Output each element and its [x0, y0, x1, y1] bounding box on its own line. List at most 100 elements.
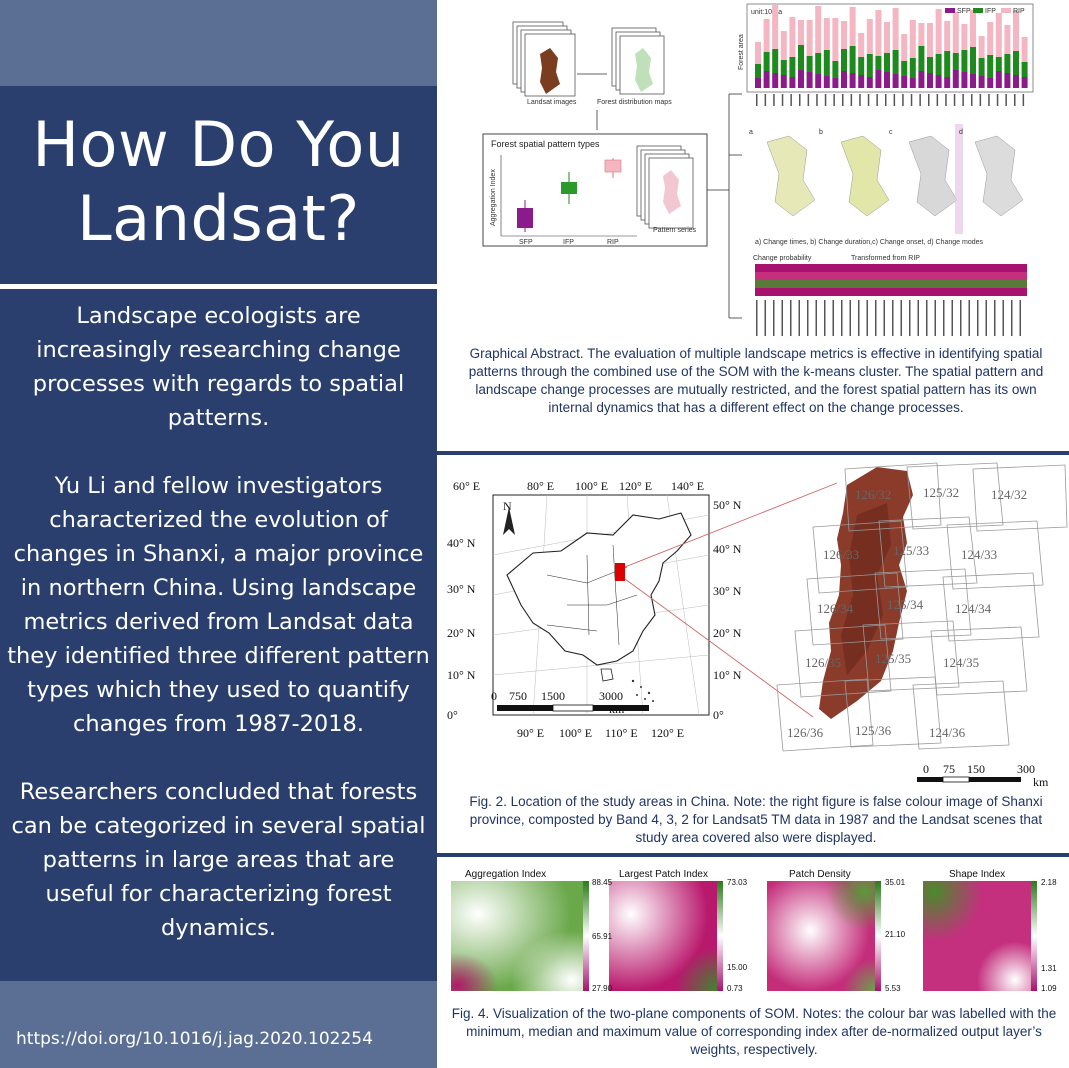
bar-rip: [772, 5, 779, 49]
bar-ifp: [875, 56, 882, 70]
bar-rip: [978, 36, 985, 58]
year-tick: [799, 94, 801, 106]
scene-label: 126/34: [817, 601, 854, 616]
legend-swatch-rip: [1001, 8, 1011, 13]
map-panel-caption: a) Change times, b) Change duration,c) C…: [755, 239, 984, 246]
bar-rip: [823, 18, 830, 50]
bar-rip: [858, 33, 865, 57]
bar-sfp: [755, 78, 761, 88]
cb-lpi-mid: 15.00: [727, 963, 748, 972]
bar-sfp: [884, 72, 890, 88]
bar-rip: [806, 20, 813, 56]
scene-label: 124/35: [943, 655, 979, 670]
hainan-island: [600, 668, 614, 682]
bar-ifp: [780, 60, 787, 75]
year-tick: [994, 300, 996, 336]
bar-sfp: [927, 73, 933, 88]
lon-bottom-label: 100° E: [559, 726, 592, 740]
doi-block: https://doi.org/10.1016/j.jag.2020.10225…: [0, 981, 437, 1068]
year-tick-labels: [756, 94, 1025, 106]
shanxi-texture: [841, 503, 891, 675]
year-tick: [833, 94, 835, 106]
scene-grid: [776, 462, 1068, 752]
strip-row: [755, 288, 1027, 296]
bar-sfp: [987, 78, 994, 88]
scale-right-unit: km: [1033, 775, 1049, 789]
bar-sfp: [772, 73, 779, 88]
bar-sfp: [866, 77, 873, 88]
scene-label: 124/33: [961, 547, 997, 562]
bar-ifp: [995, 57, 1002, 71]
bar-ifp: [1021, 62, 1028, 77]
bar-sfp: [849, 73, 856, 88]
fig2-caption-wrap: Fig. 2. Location of the study areas in C…: [460, 793, 1052, 847]
bar-sfp: [832, 78, 839, 88]
lon-top-label: 120° E: [619, 479, 652, 493]
bar-sfp: [944, 77, 951, 88]
bar-sfp: [1021, 77, 1028, 88]
year-tick: [919, 94, 921, 106]
bar-ifp: [858, 57, 865, 75]
bar-sfp: [875, 70, 882, 88]
bar-sfp: [961, 72, 968, 88]
map-label-d: d: [959, 129, 963, 136]
year-tick: [943, 300, 945, 336]
bar-ifp: [978, 58, 985, 76]
scene-label: 124/34: [955, 601, 992, 616]
lat-left-label: 30° N: [447, 582, 476, 596]
scene-label: 125/35: [875, 651, 911, 666]
cb-lpi-min: 0.73: [727, 984, 743, 993]
header-band: [0, 0, 437, 86]
year-tick: [917, 300, 919, 336]
bar-sfp: [970, 74, 976, 88]
cb-pd-min: 5.53: [885, 984, 901, 993]
bar-rip: [1004, 25, 1011, 54]
bar-rip: [866, 19, 873, 54]
year-tick: [1019, 300, 1021, 336]
lat-left-labels: 40° N 30° N 20° N 10° N 0°: [447, 536, 476, 722]
scale-left-1500: 1500: [541, 689, 565, 703]
scale-right-0: 0: [923, 762, 929, 776]
chart-legend: SFP IFP RIP: [945, 8, 1025, 15]
year-tick: [945, 94, 947, 106]
year-tick: [798, 300, 800, 336]
bar-ifp: [832, 61, 839, 78]
year-tick: [773, 300, 775, 336]
year-tick: [883, 300, 885, 336]
doi-link[interactable]: https://doi.org/10.1016/j.jag.2020.10225…: [16, 1029, 373, 1049]
paragraph-intro: Landscape ecologists are increasingly re…: [32, 303, 405, 431]
scene-label: 126/35: [805, 655, 841, 670]
bar-ifp: [841, 49, 847, 71]
som-title-shape-index: Shape Index: [949, 869, 1005, 880]
year-tick: [977, 300, 979, 336]
scale-left-3000: 3000: [599, 689, 623, 703]
year-tick: [902, 94, 904, 106]
forest-area-label: Forest area: [738, 34, 745, 70]
bar-ifp: [970, 47, 976, 74]
scene-label: 126/32: [855, 487, 891, 502]
year-tick: [968, 300, 970, 336]
graphical-abstract-caption: Graphical Abstract. The evaluation of mu…: [468, 346, 1044, 415]
scene-label: 125/34: [887, 597, 924, 612]
lat-right-label: 10° N: [713, 668, 742, 682]
bar-sfp: [806, 72, 813, 88]
legend-swatch-ifp: [973, 8, 983, 13]
bar-sfp: [918, 71, 925, 88]
boxplot-sfp: [517, 200, 533, 232]
lon-bottom-label: 110° E: [605, 726, 638, 740]
lat-right-label: 20° N: [713, 626, 742, 640]
year-tick: [849, 300, 851, 336]
boxplot-rip: [604, 158, 622, 178]
title-block: How Do You Landsat?: [0, 86, 437, 284]
year-tick: [781, 94, 784, 106]
year-tick: [824, 300, 826, 336]
fig2-caption: Fig. 2. Location of the study areas in C…: [469, 794, 1043, 845]
bar-ifp: [763, 52, 770, 71]
bar-ifp: [987, 55, 994, 78]
paragraph-conclusion: Researchers concluded that forests can b…: [11, 779, 426, 941]
scale-left-unit: km: [609, 702, 625, 716]
north-arrow: [503, 507, 515, 535]
bar-ifp: [1004, 54, 1011, 73]
map-label-a: a: [749, 129, 753, 136]
bar-sfp: [978, 76, 985, 88]
